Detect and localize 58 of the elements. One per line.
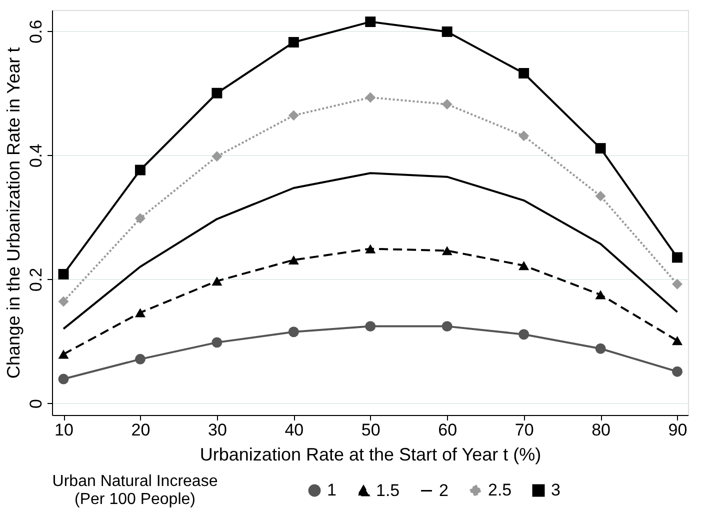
- point: [595, 343, 606, 354]
- legend-label: 2.5: [488, 480, 512, 500]
- x-tick-label: 50: [361, 420, 380, 440]
- point: [365, 92, 376, 103]
- legend-label: 1: [327, 480, 336, 500]
- point: [595, 143, 606, 154]
- point: [672, 366, 683, 377]
- x-tick-label: 10: [54, 420, 74, 440]
- point: [365, 321, 376, 332]
- point: [442, 26, 452, 37]
- point: [518, 68, 530, 79]
- point: [288, 255, 299, 264]
- y-tick-label: 0.4: [26, 144, 46, 168]
- legend-label: 3: [551, 480, 560, 500]
- point: [442, 99, 452, 110]
- legend-label: 2: [439, 480, 448, 500]
- y-tick-label: 0: [26, 398, 46, 408]
- line-series: [62, 172, 678, 330]
- point: [365, 244, 376, 254]
- point: [58, 268, 69, 280]
- point: [212, 88, 222, 98]
- point: [212, 151, 222, 162]
- point: [288, 110, 299, 121]
- point: [595, 290, 606, 300]
- x-tick-label: 90: [668, 420, 688, 440]
- point: [672, 252, 683, 263]
- x-tick-label: 30: [208, 420, 227, 440]
- point: [595, 190, 606, 202]
- point: [518, 130, 530, 142]
- x-tick-label: 70: [514, 420, 534, 440]
- y-tick-label: 0.6: [26, 20, 46, 44]
- point: [518, 260, 530, 270]
- point: [672, 336, 683, 346]
- point: [288, 326, 299, 338]
- point: [58, 374, 69, 384]
- point: [134, 213, 146, 224]
- point: [134, 354, 146, 364]
- point: [442, 246, 452, 256]
- point: [134, 164, 146, 176]
- point: [672, 278, 683, 290]
- legend-title: Urban Natural Increase (Per 100 People): [52, 473, 218, 508]
- x-axis-title: Urbanization Rate at the Start of Year t (%): [200, 444, 542, 464]
- point: [58, 296, 69, 307]
- point: [365, 16, 376, 28]
- x-tick-label: 60: [438, 420, 458, 440]
- point: [212, 337, 222, 348]
- y-axis-title: Change in the Urbanization Rate in Year t: [4, 47, 24, 379]
- point: [134, 308, 146, 318]
- point: [288, 37, 299, 48]
- point: [442, 321, 452, 332]
- point: [212, 276, 222, 286]
- x-tick-label: 40: [284, 420, 304, 440]
- legend-label: 1.5: [376, 480, 400, 500]
- y-tick-label: 0.2: [26, 268, 46, 292]
- x-tick-label: 80: [592, 420, 610, 440]
- x-tick-label: 20: [131, 420, 150, 440]
- point: [58, 350, 69, 359]
- point: [518, 329, 530, 340]
